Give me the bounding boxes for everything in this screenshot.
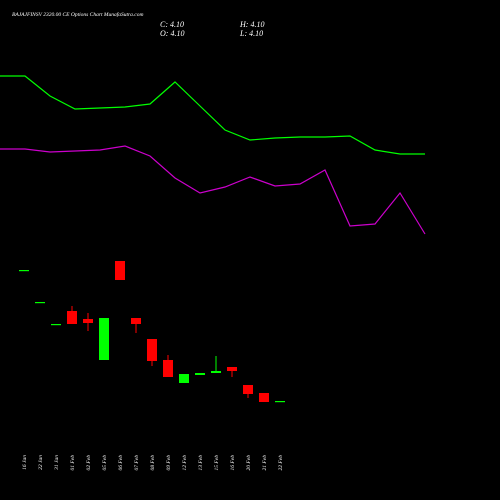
candle-body	[195, 373, 205, 375]
x-tick-label: 09 Feb	[166, 455, 172, 471]
candle-body	[243, 385, 253, 394]
x-tick-label: 05 Feb	[102, 455, 108, 471]
x-tick-label: 08 Feb	[150, 455, 156, 471]
candle-body	[67, 311, 77, 324]
x-tick-label: 16 Jan	[22, 455, 28, 470]
low-info: L: 4.10	[239, 29, 263, 38]
x-tick-label: 12 Feb	[182, 455, 188, 471]
candle-body	[163, 360, 173, 377]
x-tick-label: 20 Feb	[246, 455, 252, 471]
open-info: O: 4.10	[160, 29, 184, 38]
indicator-line	[0, 145, 426, 235]
x-tick-label: 16 Feb	[230, 455, 236, 471]
x-tick-label: 21 Feb	[262, 455, 268, 471]
candle-body	[211, 371, 221, 373]
candle-body	[179, 374, 189, 383]
x-tick-label: 01 Feb	[70, 455, 76, 471]
high-info: H: 4.10	[239, 20, 264, 29]
candle-body	[259, 393, 269, 402]
candle-body	[51, 324, 61, 326]
candle-body	[275, 401, 285, 403]
x-tick-label: 06 Feb	[118, 455, 124, 471]
candle-body	[99, 318, 109, 360]
x-tick-label: 15 Feb	[214, 455, 220, 471]
candle-body	[19, 270, 29, 272]
close-info: C: 4.10	[160, 20, 184, 29]
candle-body	[115, 261, 125, 280]
x-tick-label: 22 Jan	[38, 455, 44, 470]
chart-title: BAJAJFINSV 2320.00 CE Options Chart Muna…	[12, 11, 143, 18]
candle-body	[147, 339, 157, 361]
x-tick-label: 02 Feb	[86, 455, 92, 471]
indicator-line	[0, 75, 425, 155]
x-tick-label: 31 Jan	[54, 455, 60, 471]
x-tick-label: 13 Feb	[198, 455, 204, 471]
candle-body	[227, 367, 237, 371]
x-tick-label: 07 Feb	[134, 455, 140, 471]
candle-body	[35, 302, 45, 304]
x-tick-label: 22 Feb	[278, 455, 284, 471]
candle-body	[131, 318, 141, 324]
candle-body	[83, 319, 93, 323]
